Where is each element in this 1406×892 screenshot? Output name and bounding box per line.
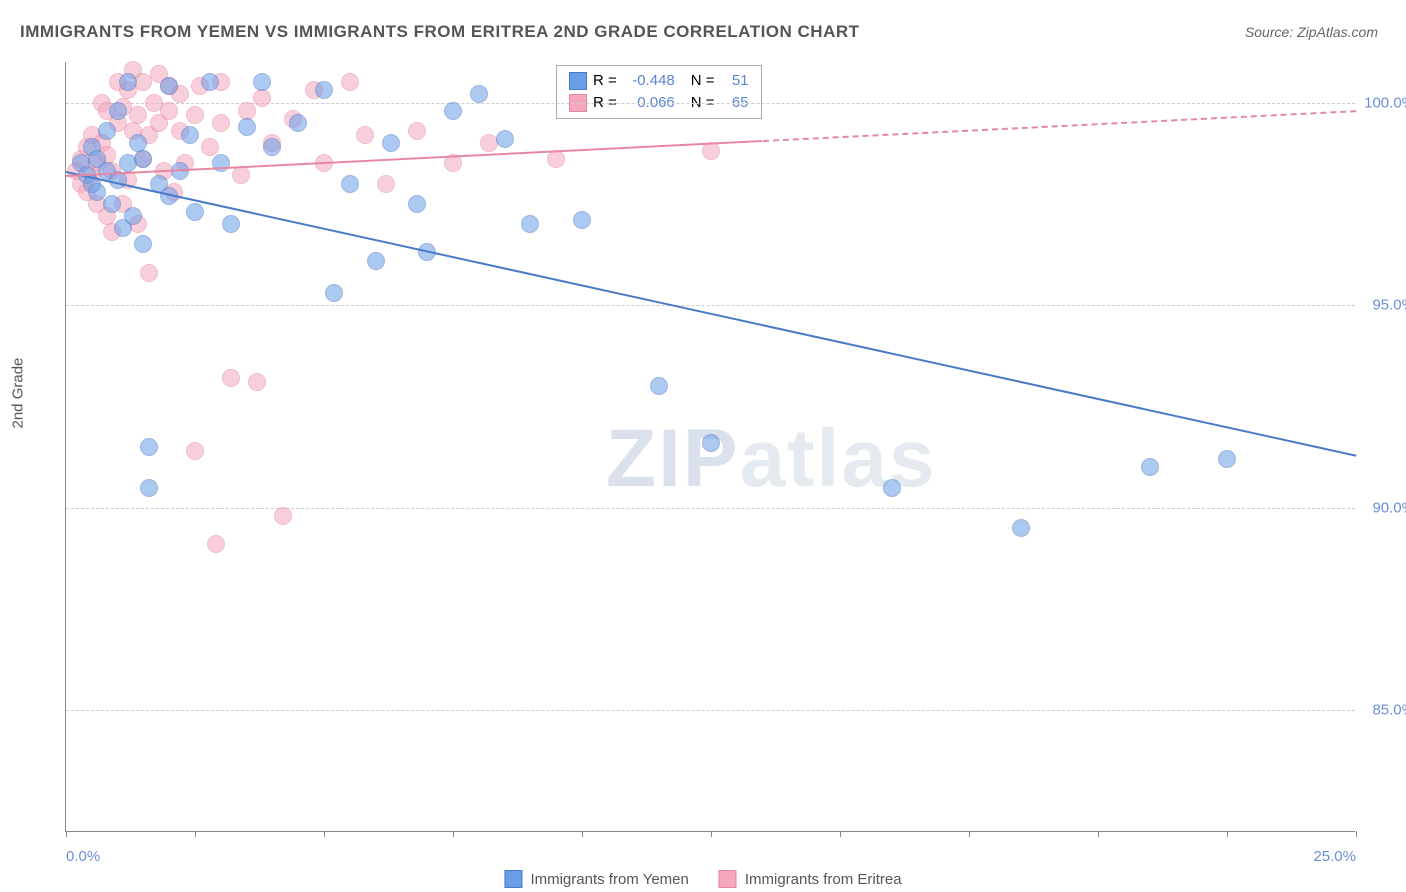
- trend-line: [66, 171, 1356, 457]
- data-point-yemen: [253, 73, 271, 91]
- data-point-eritrea: [341, 73, 359, 91]
- data-point-yemen: [201, 73, 219, 91]
- data-point-eritrea: [377, 175, 395, 193]
- x-tick: [840, 831, 841, 837]
- y-tick-label: 85.0%: [1360, 702, 1406, 719]
- trend-line: [763, 111, 1356, 143]
- data-point-yemen: [109, 102, 127, 120]
- y-tick-label: 95.0%: [1360, 297, 1406, 314]
- bottom-legend: Immigrants from Yemen Immigrants from Er…: [504, 870, 901, 888]
- x-tick-label: 25.0%: [1313, 848, 1356, 865]
- stats-legend: R = -0.448 N = 51 R = 0.066 N = 65: [556, 65, 762, 119]
- data-point-eritrea: [274, 507, 292, 525]
- x-tick: [711, 831, 712, 837]
- x-tick-label: 0.0%: [66, 848, 100, 865]
- data-point-eritrea: [207, 535, 225, 553]
- data-point-eritrea: [253, 89, 271, 107]
- stats-row-yemen: R = -0.448 N = 51: [569, 70, 749, 92]
- data-point-eritrea: [160, 102, 178, 120]
- data-point-yemen: [289, 114, 307, 132]
- data-point-yemen: [1218, 450, 1236, 468]
- legend-item-yemen: Immigrants from Yemen: [504, 870, 688, 888]
- data-point-eritrea: [248, 373, 266, 391]
- data-point-yemen: [367, 252, 385, 270]
- data-point-yemen: [1141, 458, 1159, 476]
- data-point-yemen: [1012, 519, 1030, 537]
- x-tick: [66, 831, 67, 837]
- gridline-h: [66, 710, 1355, 711]
- y-tick-label: 90.0%: [1360, 499, 1406, 516]
- data-point-eritrea: [547, 150, 565, 168]
- y-tick-label: 100.0%: [1360, 94, 1406, 111]
- data-point-yemen: [238, 118, 256, 136]
- data-point-eritrea: [186, 442, 204, 460]
- data-point-yemen: [315, 81, 333, 99]
- data-point-yemen: [470, 85, 488, 103]
- data-point-yemen: [98, 122, 116, 140]
- data-point-yemen: [444, 102, 462, 120]
- yemen-swatch-icon: [504, 870, 522, 888]
- yemen-swatch-icon: [569, 72, 587, 90]
- data-point-yemen: [382, 134, 400, 152]
- data-point-yemen: [134, 235, 152, 253]
- data-point-yemen: [341, 175, 359, 193]
- data-point-eritrea: [129, 106, 147, 124]
- x-tick: [969, 831, 970, 837]
- data-point-yemen: [496, 130, 514, 148]
- data-point-eritrea: [212, 114, 230, 132]
- gridline-h: [66, 305, 1355, 306]
- chart-container: IMMIGRANTS FROM YEMEN VS IMMIGRANTS FROM…: [0, 0, 1406, 892]
- x-tick: [453, 831, 454, 837]
- data-point-eritrea: [408, 122, 426, 140]
- data-point-yemen: [263, 138, 281, 156]
- chart-title: IMMIGRANTS FROM YEMEN VS IMMIGRANTS FROM…: [20, 22, 860, 42]
- data-point-yemen: [222, 215, 240, 233]
- data-point-yemen: [181, 126, 199, 144]
- plot-area: ZIPatlas R = -0.448 N = 51 R = 0.066 N =…: [65, 62, 1355, 832]
- legend-item-eritrea: Immigrants from Eritrea: [719, 870, 902, 888]
- x-tick: [582, 831, 583, 837]
- data-point-yemen: [160, 77, 178, 95]
- data-point-yemen: [408, 195, 426, 213]
- data-point-yemen: [573, 211, 591, 229]
- x-tick: [195, 831, 196, 837]
- data-point-yemen: [134, 150, 152, 168]
- data-point-eritrea: [201, 138, 219, 156]
- data-point-yemen: [883, 479, 901, 497]
- data-point-eritrea: [140, 264, 158, 282]
- eritrea-swatch-icon: [719, 870, 737, 888]
- data-point-eritrea: [232, 166, 250, 184]
- x-tick: [324, 831, 325, 837]
- source-label: Source: ZipAtlas.com: [1245, 24, 1378, 40]
- x-tick: [1227, 831, 1228, 837]
- data-point-yemen: [88, 183, 106, 201]
- data-point-eritrea: [356, 126, 374, 144]
- data-point-yemen: [124, 207, 142, 225]
- data-point-yemen: [702, 434, 720, 452]
- data-point-yemen: [140, 438, 158, 456]
- x-tick: [1098, 831, 1099, 837]
- data-point-yemen: [212, 154, 230, 172]
- x-tick: [1356, 831, 1357, 837]
- data-point-yemen: [521, 215, 539, 233]
- data-point-yemen: [186, 203, 204, 221]
- data-point-yemen: [103, 195, 121, 213]
- data-point-yemen: [650, 377, 668, 395]
- data-point-yemen: [140, 479, 158, 497]
- y-axis-label: 2nd Grade: [10, 358, 27, 429]
- data-point-eritrea: [186, 106, 204, 124]
- gridline-h: [66, 508, 1355, 509]
- data-point-yemen: [325, 284, 343, 302]
- data-point-yemen: [119, 73, 137, 91]
- data-point-eritrea: [222, 369, 240, 387]
